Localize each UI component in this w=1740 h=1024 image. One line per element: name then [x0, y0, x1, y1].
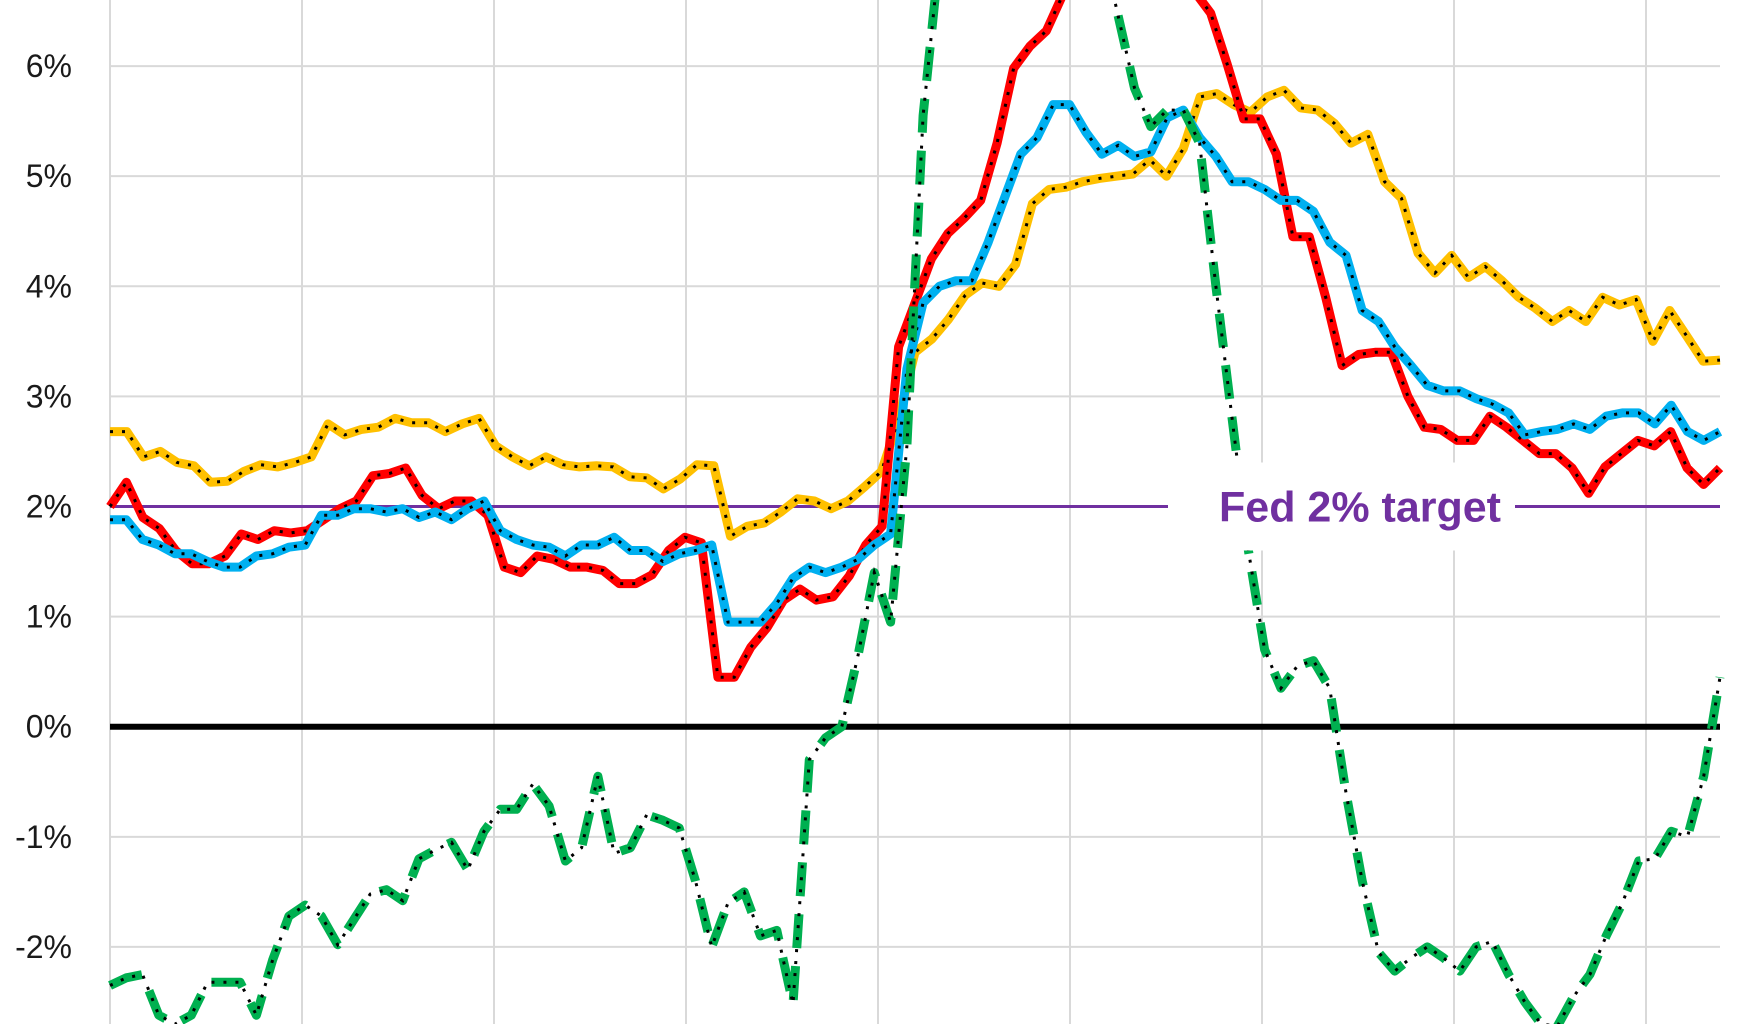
target-label: Fed 2% target — [1219, 483, 1501, 531]
series-layer — [106, 0, 1725, 1024]
series-line-4 — [108, 0, 1725, 1024]
y-tick-label: 0% — [26, 709, 72, 745]
y-tick-label: 1% — [26, 599, 72, 635]
target-label-background — [1168, 462, 1515, 551]
y-tick-label: 6% — [26, 48, 72, 84]
y-axis-tick-labels: 6% 5% 4% 3% 2% 1% 0% -1% -2% — [15, 48, 72, 965]
y-tick-label: 4% — [26, 268, 72, 304]
series-overlay-2 — [108, 0, 1722, 679]
y-tick-label: -2% — [15, 929, 72, 965]
y-tick-label: -1% — [15, 819, 72, 855]
y-tick-label: 2% — [26, 488, 72, 524]
y-tick-label: 3% — [26, 378, 72, 414]
series-overlay-1 — [110, 88, 1721, 539]
y-tick-label: 5% — [26, 158, 72, 194]
vertical-gridlines — [109, 0, 1647, 1024]
